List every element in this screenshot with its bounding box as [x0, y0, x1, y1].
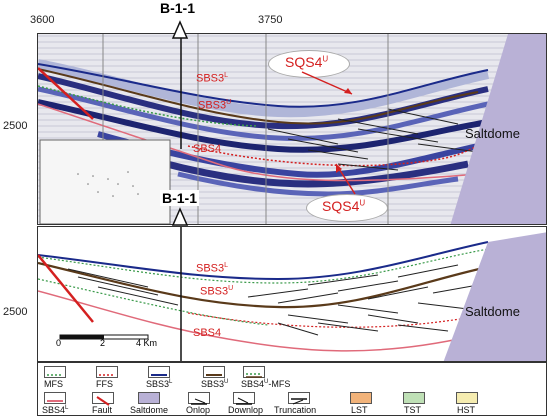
scale-bar-label-2: 2 [100, 338, 106, 348]
seismic-label-sbs3l: SBS3L [196, 72, 229, 85]
saltdome-swatch-icon [138, 392, 160, 404]
scale-bar-label-0: 0 [56, 338, 62, 348]
sbs3u-line-icon [203, 366, 225, 378]
legend-label-hst: HST [457, 405, 475, 415]
legend-label-sbs3l: SBS3L [146, 379, 173, 389]
y-tick-label-bottom: 2500 [3, 306, 28, 318]
saltdome-body-bottom [443, 232, 546, 361]
hst-swatch-icon [456, 392, 478, 404]
onlap-icon [188, 392, 210, 405]
sqs4u-callout-bottom [306, 194, 388, 222]
interpretation-graphic [38, 227, 546, 361]
sqs4u-label-bottom: SQS4U [322, 198, 366, 214]
legend-label-fault: Fault [92, 405, 113, 415]
seismic-label-sbs4: SBS4 [193, 143, 222, 155]
sbs3l-line-icon [148, 366, 170, 378]
sqs4u-callout-top [268, 50, 350, 78]
interp-label-sbs4: SBS4 [193, 327, 222, 339]
sbs4u-mfs-line-icon [243, 366, 265, 378]
sqs4u-label-top: SQS4U [285, 54, 329, 70]
legend-label-sbs4u-mfs: SBS4U-MFS [241, 379, 291, 389]
legend-label-lst: LST [351, 405, 368, 415]
y-tick-label-top: 2500 [3, 120, 28, 132]
well-label-bottom: B-1-1 [160, 190, 200, 206]
legend-label-saltdome: Saltdome [130, 405, 169, 415]
seismic-label-sbs3u: SBS3U [198, 99, 232, 112]
interp-label-sbs3l: SBS3L [196, 262, 229, 275]
well-label-top: B-1-1 [160, 0, 196, 16]
well-triangle-bottom-icon [171, 207, 189, 226]
well-triangle-top-icon [171, 20, 189, 39]
saltdome-label-top: Saltdome [465, 126, 520, 141]
legend-label-sbs4l: SBS4L [42, 405, 69, 415]
tst-swatch-icon [403, 392, 425, 404]
saltdome-label-bottom: Saltdome [465, 304, 520, 319]
legend-label-tst: TST [404, 405, 421, 415]
legend-label-downlap: Downlop [228, 405, 264, 415]
mfs-line-icon [44, 366, 66, 378]
legend-label-sbs3u: SBS3U [201, 379, 229, 389]
truncation-icon [288, 392, 310, 405]
downlap-icon [233, 392, 255, 405]
legend-label-truncation: Truncation [274, 405, 317, 415]
legend-label-ffs: FFS [96, 379, 113, 389]
lst-swatch-icon [350, 392, 372, 404]
saltdome-body [450, 34, 546, 224]
fault-icon [92, 392, 114, 406]
ffs-line-icon [96, 366, 118, 378]
legend-label-mfs: MFS [44, 379, 63, 389]
legend-label-onlap: Onlop [186, 405, 211, 415]
legend: MFS FFS SBS3L SBS3U SBS4U-MFS SBS4L Faul… [37, 362, 547, 416]
x-tick-label-3750: 3750 [258, 14, 283, 26]
sqs4u-arrow-top [301, 71, 353, 95]
x-tick-label-3600: 3600 [30, 14, 55, 26]
interpretation-panel [37, 226, 547, 362]
sqs4u-arrow-bottom [335, 163, 356, 195]
sbs4l-line-icon [44, 392, 66, 404]
interp-label-sbs3u: SBS3U [200, 285, 234, 298]
scale-bar-label-4km: 4 Km [136, 338, 158, 348]
